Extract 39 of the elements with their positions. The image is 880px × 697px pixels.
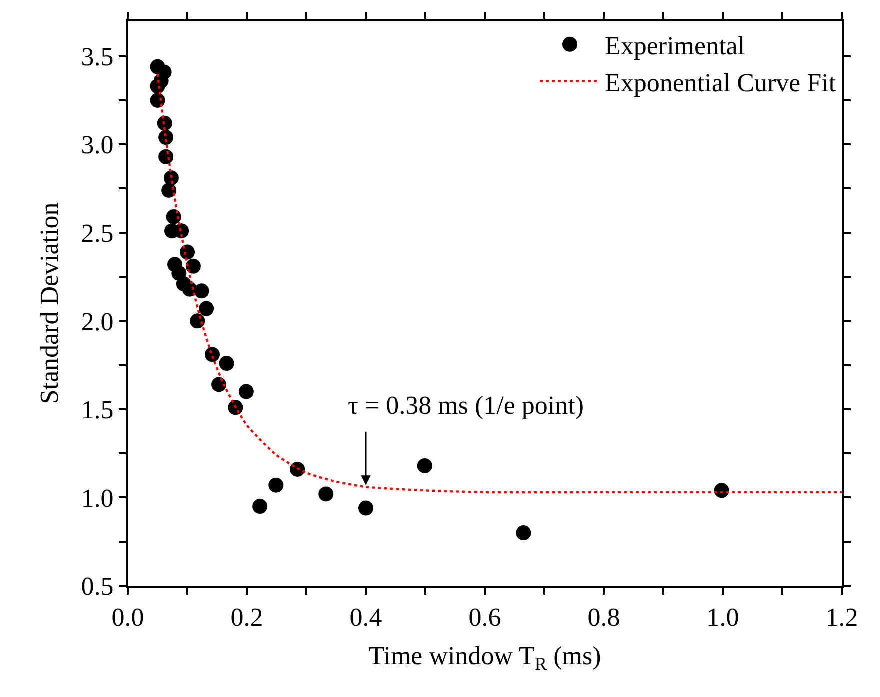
point bbox=[186, 258, 201, 274]
point bbox=[150, 92, 166, 108]
point bbox=[268, 478, 284, 493]
y-tick-label: 3.0 bbox=[81, 130, 114, 160]
y-tick-label: 3.5 bbox=[81, 42, 114, 72]
x-tick-label: 0.8 bbox=[588, 603, 620, 632]
point bbox=[417, 458, 432, 474]
point bbox=[158, 149, 174, 164]
point bbox=[516, 526, 532, 541]
point bbox=[166, 209, 182, 224]
point bbox=[204, 347, 220, 362]
x-tick-label: 1.0 bbox=[706, 603, 740, 632]
point bbox=[190, 314, 206, 329]
point bbox=[162, 183, 177, 198]
point bbox=[714, 483, 730, 498]
y-tick-label: 1.5 bbox=[81, 396, 114, 425]
point bbox=[194, 284, 210, 299]
point bbox=[318, 486, 334, 502]
point bbox=[219, 356, 234, 372]
point bbox=[252, 499, 268, 514]
point bbox=[212, 377, 227, 392]
y-tick-label: 2.5 bbox=[81, 218, 114, 248]
annotation: τ = 0.38 ms (1/e point) bbox=[348, 391, 584, 420]
x-tick-label: 0.2 bbox=[230, 603, 264, 632]
x-tick-label: 0.0 bbox=[112, 603, 144, 632]
y-tick-label: 2.0 bbox=[81, 307, 114, 336]
x-tick-label: 0.4 bbox=[350, 603, 382, 632]
y-axis-title: Standard Deviation bbox=[35, 202, 64, 404]
y-tick-label: 1.0 bbox=[81, 484, 114, 513]
x-axis-title: Time window T$_{R}$ (ms) bbox=[368, 641, 602, 674]
legend-label: Exponential Curve Fit bbox=[605, 68, 837, 98]
point bbox=[158, 130, 174, 146]
legend-label: Experimental bbox=[605, 32, 746, 61]
point bbox=[238, 384, 254, 400]
point bbox=[358, 500, 374, 516]
point bbox=[199, 301, 214, 316]
y-tick-label: 0.5 bbox=[81, 572, 114, 602]
x-tick-label: 0.6 bbox=[468, 603, 502, 632]
x-tick-label: 1.2 bbox=[826, 603, 858, 632]
